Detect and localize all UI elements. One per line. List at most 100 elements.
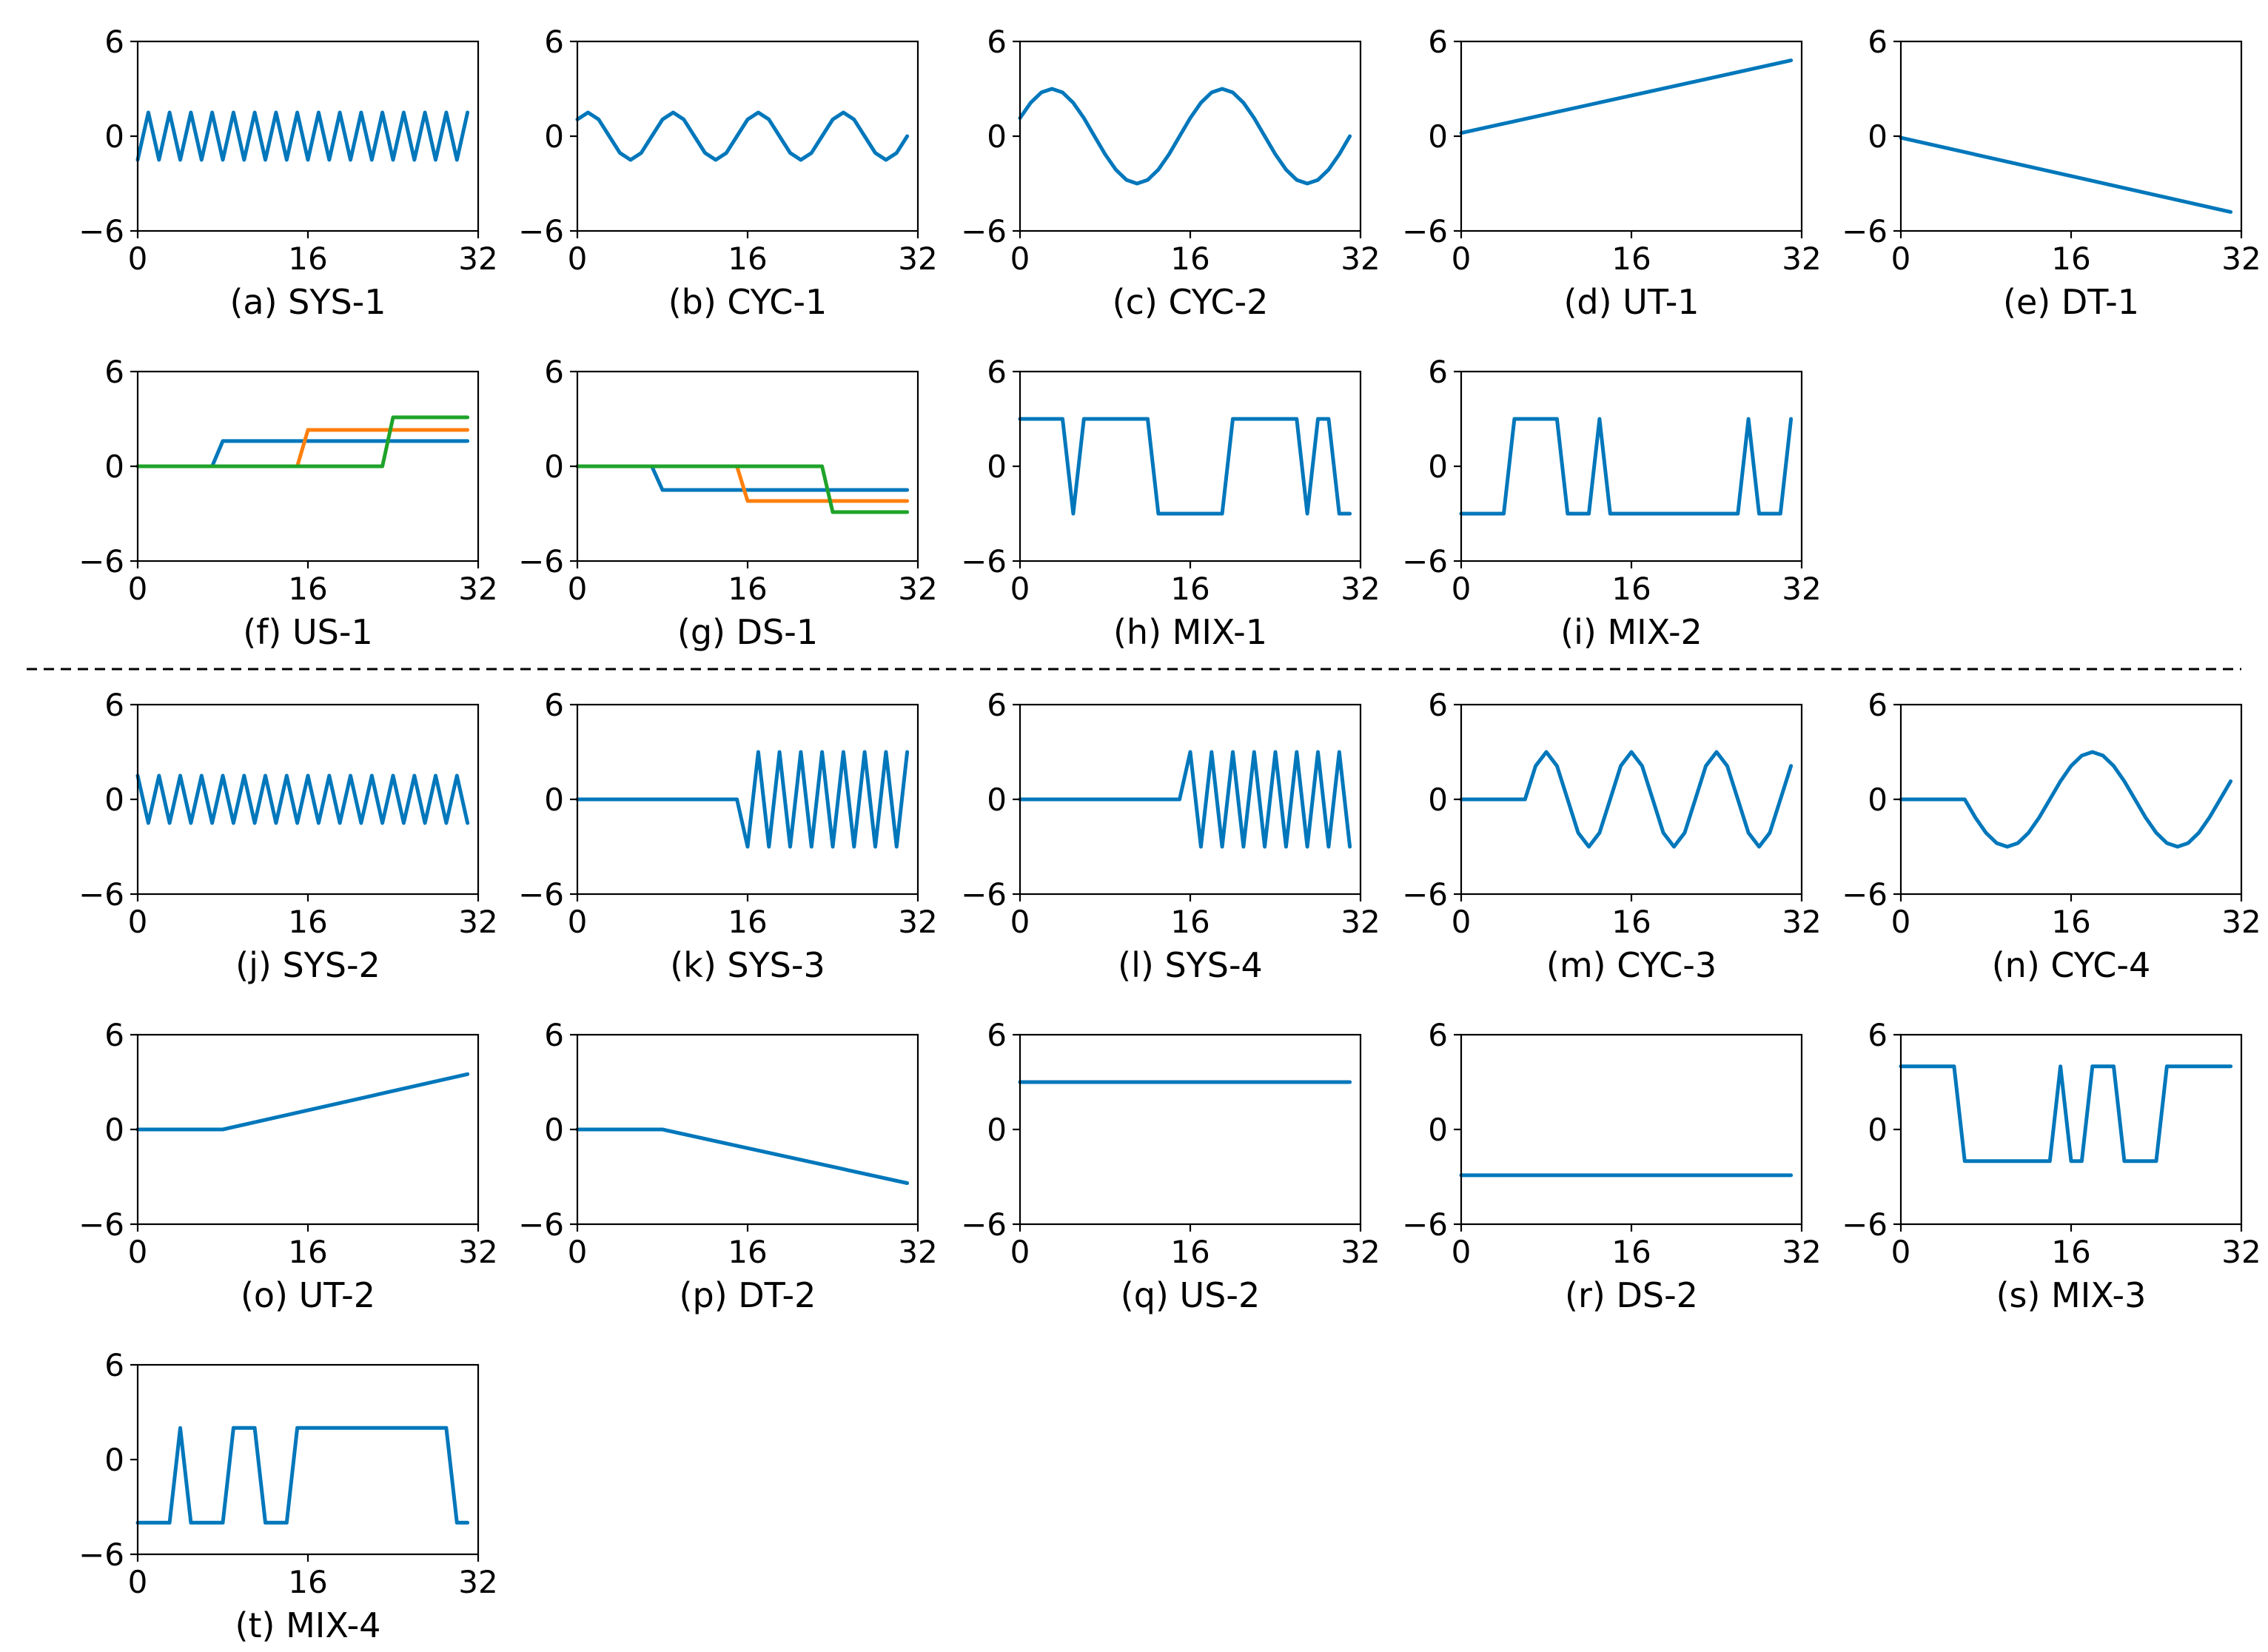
panel-a: 0 16 32−606(a) SYS-1: [78, 24, 498, 322]
y-tick-label: 0: [104, 1442, 124, 1478]
y-tick-label: −6: [1842, 876, 1888, 913]
x-tick-label: 0: [1452, 904, 1472, 940]
y-tick-label: 6: [1868, 24, 1888, 60]
x-tick-label: 0: [128, 904, 148, 940]
y-tick-label: 0: [1428, 1112, 1448, 1148]
x-tick-label: 16: [728, 904, 767, 940]
y-tick-label: −6: [78, 1537, 124, 1573]
panel-caption: (q) US-2: [1121, 1275, 1260, 1315]
x-tick-label: 32: [1782, 904, 1821, 940]
panel-caption: (e) DT-1: [2003, 282, 2139, 322]
y-tick-label: 0: [987, 118, 1007, 155]
x-tick-label: 0: [1452, 241, 1472, 277]
x-tick-label: 32: [458, 1234, 497, 1270]
x-tick-label: 0: [1010, 571, 1030, 607]
y-tick-label: 0: [987, 449, 1007, 485]
series-line-s-1: [1899, 1064, 2233, 1164]
series-line-f-3: [135, 415, 470, 469]
y-tick-label: 6: [104, 354, 124, 390]
panel-caption: (f) US-1: [243, 612, 372, 652]
series-line-t-1: [135, 1426, 470, 1525]
x-tick-label: 0: [568, 904, 588, 940]
y-tick-label: 6: [104, 687, 124, 723]
panel-caption: (n) CYC-4: [1992, 945, 2151, 985]
y-tick-label: 0: [104, 118, 124, 155]
panel-caption: (t) MIX-4: [235, 1605, 381, 1645]
x-tick-label: 16: [288, 904, 327, 940]
y-tick-label: 6: [987, 24, 1007, 60]
y-tick-label: 6: [1428, 687, 1448, 723]
axes-frame: [1899, 1033, 2243, 1226]
series-line-b-1: [575, 110, 910, 162]
y-tick-label: −6: [78, 1206, 124, 1243]
x-tick-label: 0: [1891, 904, 1911, 940]
x-tick-label: 16: [1170, 1234, 1210, 1270]
y-tick-label: 6: [104, 24, 124, 60]
y-tick-label: 6: [1428, 24, 1448, 60]
y-tick-label: 6: [1428, 1017, 1448, 1053]
x-tick-label: 32: [1782, 241, 1821, 277]
series-line-c-1: [1018, 87, 1352, 186]
panel-caption: (d) UT-1: [1563, 282, 1699, 322]
panel-caption: (g) DS-1: [677, 612, 818, 652]
y-tick-label: 0: [104, 782, 124, 818]
series-line-l-1: [1018, 750, 1352, 849]
x-tick-label: 32: [898, 571, 937, 607]
panel-p: 0 16 32−606(p) DT-2: [518, 1017, 938, 1315]
x-tick-label: 32: [898, 904, 937, 940]
axes-frame: [1460, 370, 1803, 563]
series-line-f-2: [135, 428, 470, 469]
y-tick-label: 6: [544, 24, 564, 60]
y-tick-label: 0: [104, 449, 124, 485]
x-tick-label: 0: [1891, 1234, 1911, 1270]
panel-caption: (h) MIX-1: [1113, 612, 1267, 652]
panel-l: 0 16 32−606(l) SYS-4: [961, 687, 1380, 985]
panel-r: 0 16 32−606(r) DS-2: [1402, 1017, 1822, 1315]
x-tick-label: 32: [458, 571, 497, 607]
y-tick-label: 6: [987, 1017, 1007, 1053]
y-tick-label: 0: [1868, 118, 1888, 155]
panel-caption: (i) MIX-2: [1560, 612, 1702, 652]
x-tick-label: 16: [1611, 1234, 1651, 1270]
y-tick-label: −6: [518, 213, 564, 249]
panel-caption: (k) SYS-3: [670, 945, 825, 985]
axes-frame: [136, 703, 480, 896]
x-tick-label: 16: [2051, 904, 2090, 940]
y-tick-label: 0: [104, 1112, 124, 1148]
y-tick-label: −6: [518, 1206, 564, 1243]
series-line-h-1: [1018, 417, 1352, 516]
x-tick-label: 32: [2221, 1234, 2261, 1270]
panel-s: 0 16 32−606(s) MIX-3: [1842, 1017, 2261, 1315]
y-tick-label: −6: [961, 543, 1007, 580]
y-tick-label: 6: [987, 687, 1007, 723]
y-tick-label: 0: [544, 118, 564, 155]
y-tick-label: 0: [987, 1112, 1007, 1148]
y-tick-label: 6: [544, 687, 564, 723]
panel-q: 0 16 32−606(q) US-2: [961, 1017, 1380, 1315]
y-tick-label: 6: [544, 354, 564, 390]
x-tick-label: 32: [458, 904, 497, 940]
y-tick-label: −6: [1402, 1206, 1448, 1243]
x-tick-label: 0: [568, 1234, 588, 1270]
y-tick-label: 0: [1428, 782, 1448, 818]
y-tick-label: −6: [1842, 213, 1888, 249]
panel-t: 0 16 32−606(t) MIX-4: [78, 1347, 498, 1645]
x-tick-label: 16: [1611, 241, 1651, 277]
x-tick-label: 16: [288, 571, 327, 607]
x-tick-label: 32: [1341, 571, 1380, 607]
x-tick-label: 32: [1782, 1234, 1821, 1270]
series-line-d-1: [1459, 58, 1794, 135]
y-tick-label: −6: [518, 876, 564, 913]
y-tick-label: 0: [1428, 449, 1448, 485]
panel-caption: (b) CYC-1: [668, 282, 828, 322]
panel-k: 0 16 32−606(k) SYS-3: [518, 687, 938, 985]
x-tick-label: 32: [458, 241, 497, 277]
panel-m: 0 16 32−606(m) CYC-3: [1402, 687, 1822, 985]
x-tick-label: 16: [1611, 571, 1651, 607]
x-tick-label: 0: [1010, 1234, 1030, 1270]
y-tick-label: −6: [1402, 543, 1448, 580]
panels: 0 16 32−606(a) SYS-10 16 32−606(b) CYC-10 16 3…: [78, 24, 2261, 1645]
x-tick-label: 16: [1170, 904, 1210, 940]
x-tick-label: 16: [728, 571, 767, 607]
